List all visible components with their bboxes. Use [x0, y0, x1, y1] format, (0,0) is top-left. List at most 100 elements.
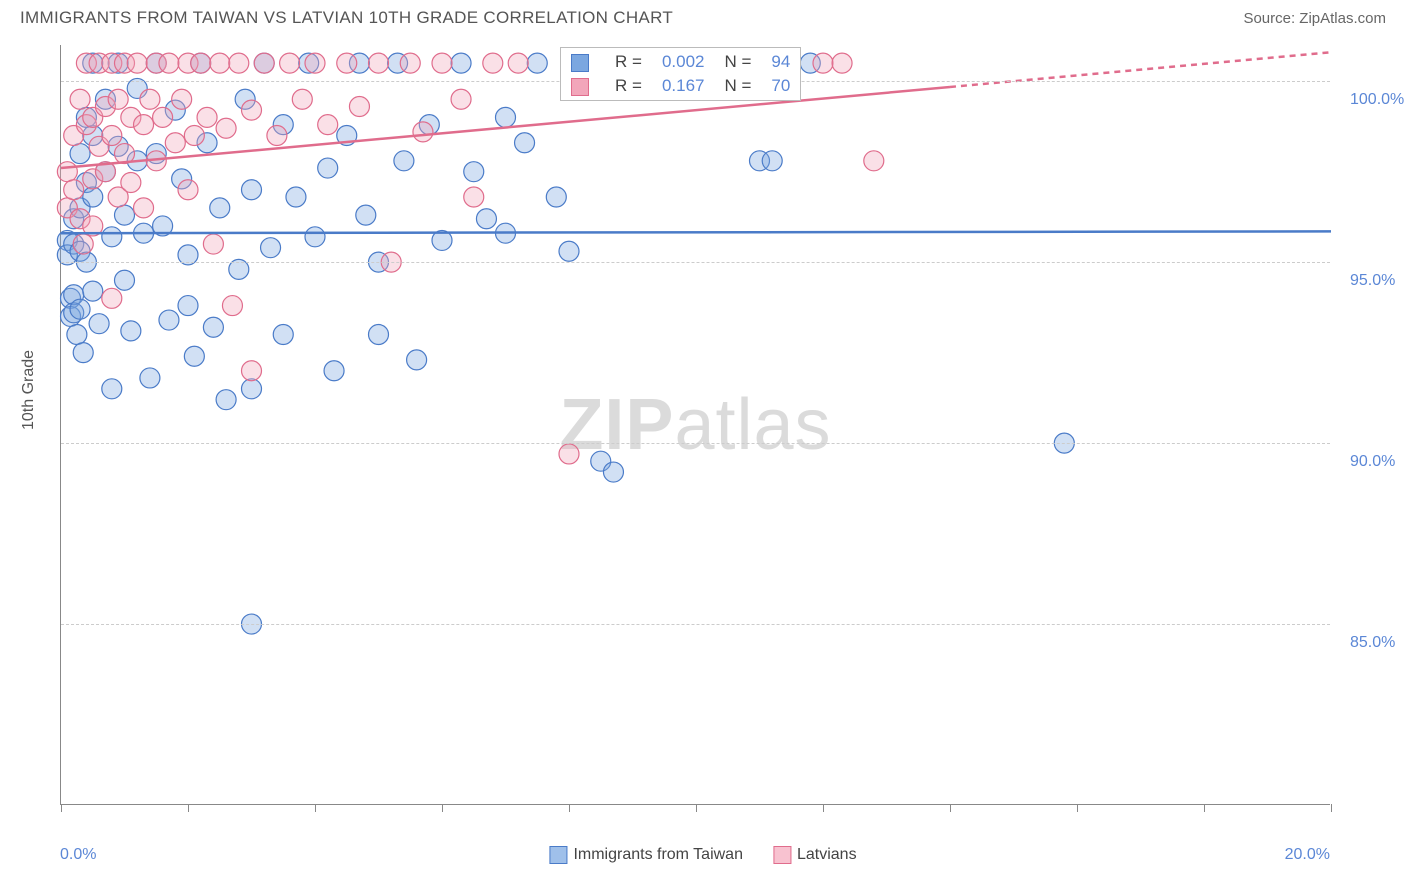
data-point	[515, 133, 535, 153]
data-point	[318, 115, 338, 135]
data-point	[178, 180, 198, 200]
data-point	[267, 125, 287, 145]
data-point	[102, 125, 122, 145]
x-tick	[696, 804, 697, 812]
data-point	[210, 198, 230, 218]
x-tick	[950, 804, 951, 812]
data-point	[464, 162, 484, 182]
legend-label: Latvians	[797, 846, 857, 863]
data-point	[762, 151, 782, 171]
data-point	[483, 53, 503, 73]
x-tick	[1331, 804, 1332, 812]
data-point	[242, 379, 262, 399]
data-point	[603, 462, 623, 482]
stat-label: R =	[605, 74, 652, 98]
y-axis-title: 10th Grade	[20, 350, 38, 430]
data-point	[407, 350, 427, 370]
data-point	[559, 241, 579, 261]
x-tick	[61, 804, 62, 812]
data-point	[280, 53, 300, 73]
r-value: 0.167	[652, 74, 715, 98]
data-point	[413, 122, 433, 142]
data-point	[432, 53, 452, 73]
data-point	[127, 53, 147, 73]
data-point	[153, 107, 173, 127]
gridline	[61, 262, 1330, 263]
data-point	[184, 125, 204, 145]
x-tick	[1077, 804, 1078, 812]
data-point	[324, 361, 344, 381]
swatch-icon	[571, 78, 589, 96]
data-point	[140, 368, 160, 388]
stat-label: R =	[605, 50, 652, 74]
data-point	[115, 205, 135, 225]
swatch-icon	[549, 846, 567, 864]
x-tick	[188, 804, 189, 812]
data-point	[203, 234, 223, 254]
data-point	[83, 187, 103, 207]
data-point	[108, 89, 128, 109]
y-tick-label: 85.0%	[1350, 634, 1395, 652]
data-point	[229, 53, 249, 73]
data-point	[451, 89, 471, 109]
x-axis-max-label: 20.0%	[1285, 846, 1330, 864]
data-point	[496, 107, 516, 127]
data-point	[134, 115, 154, 135]
r-value: 0.002	[652, 50, 715, 74]
x-tick	[1204, 804, 1205, 812]
x-tick	[315, 804, 316, 812]
data-point	[191, 53, 211, 73]
y-tick-label: 100.0%	[1350, 91, 1404, 109]
data-point	[305, 53, 325, 73]
data-point	[273, 325, 293, 345]
x-tick	[569, 804, 570, 812]
scatter-plot-svg	[61, 45, 1330, 804]
data-point	[476, 209, 496, 229]
x-axis-min-label: 0.0%	[60, 846, 96, 864]
regression-line	[61, 231, 1331, 233]
data-point	[832, 53, 852, 73]
data-point	[813, 53, 833, 73]
data-point	[102, 227, 122, 247]
data-point	[184, 346, 204, 366]
data-point	[261, 238, 281, 258]
gridline	[61, 443, 1330, 444]
data-point	[210, 53, 230, 73]
y-tick-label: 95.0%	[1350, 272, 1395, 290]
chart-title: IMMIGRANTS FROM TAIWAN VS LATVIAN 10TH G…	[20, 8, 673, 28]
data-point	[83, 281, 103, 301]
data-point	[464, 187, 484, 207]
data-point	[67, 325, 87, 345]
data-point	[73, 343, 93, 363]
data-point	[394, 151, 414, 171]
data-point	[165, 133, 185, 153]
data-point	[242, 180, 262, 200]
data-point	[134, 198, 154, 218]
source-label: Source: ZipAtlas.com	[1243, 10, 1386, 27]
data-point	[89, 314, 109, 334]
data-point	[286, 187, 306, 207]
data-point	[70, 144, 90, 164]
data-point	[216, 390, 236, 410]
plot-area: ZIPatlas	[60, 45, 1330, 805]
data-point	[242, 100, 262, 120]
data-point	[369, 53, 389, 73]
data-point	[527, 53, 547, 73]
data-point	[203, 317, 223, 337]
data-point	[349, 97, 369, 117]
swatch-icon	[773, 846, 791, 864]
data-point	[356, 205, 376, 225]
data-point	[57, 162, 77, 182]
data-point	[140, 89, 160, 109]
data-point	[178, 296, 198, 316]
data-point	[292, 89, 312, 109]
data-point	[400, 53, 420, 73]
data-point	[242, 361, 262, 381]
data-point	[337, 53, 357, 73]
legend-row: R = 0.002 N = 94	[561, 50, 800, 74]
stat-label: N =	[714, 50, 761, 74]
data-point	[508, 53, 528, 73]
legend-row: R = 0.167 N = 70	[561, 74, 800, 98]
data-point	[172, 89, 192, 109]
data-point	[254, 53, 274, 73]
